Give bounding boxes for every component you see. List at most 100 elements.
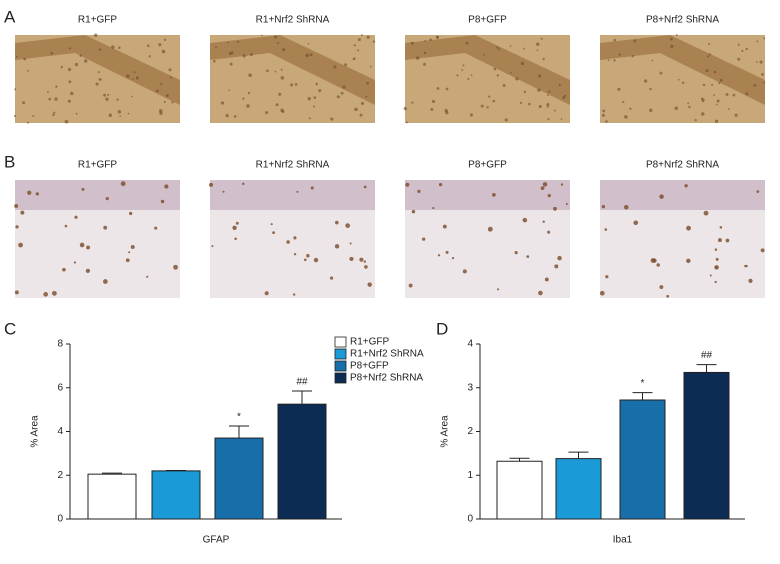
cell — [714, 265, 719, 270]
cell — [161, 49, 166, 54]
cell — [111, 45, 115, 49]
cell — [548, 90, 551, 93]
micrograph — [13, 33, 180, 124]
cell — [565, 202, 568, 205]
cell — [745, 47, 748, 51]
cell — [266, 69, 269, 73]
cell — [220, 101, 225, 105]
cell — [334, 220, 339, 225]
cell — [229, 62, 233, 66]
cell — [280, 76, 285, 80]
cell — [537, 88, 541, 92]
cell — [130, 245, 135, 249]
cell — [120, 181, 126, 187]
cell — [133, 71, 136, 74]
cell — [623, 205, 629, 210]
y-tick-label: 3 — [467, 382, 473, 393]
cell — [557, 255, 562, 261]
cell — [128, 251, 131, 254]
cell — [85, 268, 91, 274]
cell — [282, 48, 286, 52]
cell — [445, 87, 449, 91]
cell — [564, 94, 567, 97]
cell — [713, 70, 717, 74]
cell — [265, 111, 269, 115]
cell — [163, 38, 167, 41]
cell — [431, 99, 436, 104]
cell — [522, 47, 525, 50]
cell — [522, 217, 528, 223]
cell — [708, 43, 711, 45]
cell — [487, 226, 493, 232]
cell — [429, 38, 432, 41]
cell — [18, 242, 23, 248]
y-tick-label: 2 — [57, 470, 63, 481]
cell — [719, 78, 723, 82]
cell — [423, 62, 426, 66]
cell — [763, 81, 766, 84]
cell — [86, 245, 91, 250]
cell — [105, 97, 109, 101]
cell — [605, 275, 609, 279]
cell — [43, 292, 49, 297]
cell — [480, 104, 484, 108]
cell — [687, 102, 690, 105]
cell — [732, 93, 736, 97]
y-tick-label: 0 — [467, 514, 473, 525]
cell — [293, 236, 297, 240]
cell — [52, 113, 55, 117]
cell — [538, 104, 542, 109]
cell — [247, 91, 251, 95]
cell-layer — [15, 35, 180, 105]
cell — [14, 290, 19, 295]
bar — [214, 437, 264, 520]
cell — [423, 51, 427, 55]
cell — [305, 53, 309, 58]
cell — [131, 78, 134, 80]
cell — [716, 99, 720, 103]
cell — [714, 248, 718, 251]
cell — [741, 49, 744, 52]
cell — [293, 253, 297, 256]
cell — [154, 226, 158, 230]
cell — [97, 71, 100, 74]
cell — [546, 103, 550, 107]
cell — [715, 257, 719, 261]
y-tick-label: 8 — [57, 339, 63, 350]
cell — [483, 54, 486, 56]
cell — [540, 186, 545, 191]
cell — [135, 76, 139, 80]
cell — [734, 113, 738, 117]
cell — [83, 59, 88, 63]
cell — [225, 113, 229, 118]
cell — [424, 39, 426, 42]
cell — [415, 56, 420, 60]
cell — [467, 77, 470, 81]
micrograph — [14, 180, 180, 298]
cell — [79, 242, 85, 248]
cell — [410, 41, 414, 45]
cell — [359, 257, 364, 262]
cell — [50, 52, 54, 55]
cell — [107, 93, 110, 96]
cell — [228, 89, 231, 91]
cell — [542, 58, 545, 61]
cell — [678, 78, 680, 81]
micrograph — [403, 35, 570, 124]
bar — [151, 470, 201, 520]
cell — [601, 113, 605, 117]
cell — [146, 275, 149, 278]
cell — [656, 263, 660, 267]
cell — [456, 74, 459, 77]
cell — [98, 48, 102, 51]
cell — [126, 74, 130, 78]
cell — [307, 97, 311, 101]
micrograph — [405, 180, 570, 298]
cell — [15, 225, 19, 229]
cell — [633, 220, 639, 226]
cell — [95, 82, 99, 86]
cell — [408, 283, 413, 288]
cell — [340, 91, 344, 95]
cell — [27, 190, 32, 195]
cell — [98, 77, 102, 81]
